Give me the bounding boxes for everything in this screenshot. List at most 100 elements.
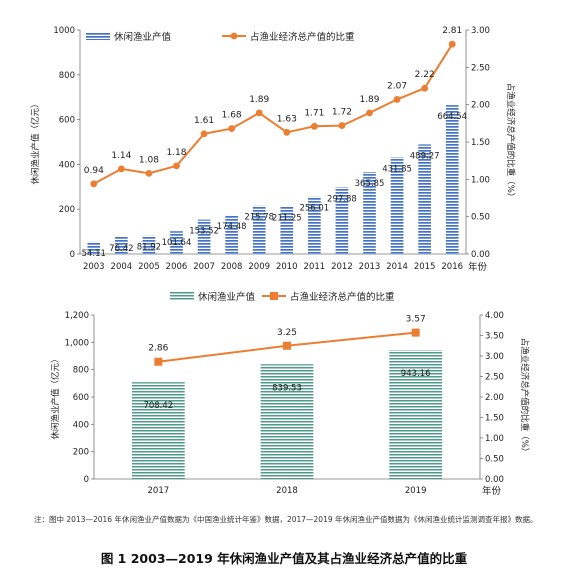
left-axis-tick-label: 800 (73, 366, 89, 376)
left-axis-tick-label: 0 (84, 475, 89, 485)
source-note: 注：图中 2013—2016 年休闲渔业产值数据为《中国渔业统计年鉴》数据，20… (34, 515, 538, 524)
left-axis-tick-label: 400 (73, 420, 89, 430)
ratio-value-label: 1.08 (139, 155, 159, 165)
bar-value-label: 839.53 (272, 383, 302, 393)
bar-value-label: 297.88 (327, 194, 357, 204)
bar-value-label: 81.92 (137, 243, 161, 253)
bar-value-label: 365.85 (355, 179, 385, 189)
y-axis-title-left: 休闲渔业产值（亿元） (30, 99, 41, 184)
x-tick-label: 2013 (359, 262, 381, 272)
x-tick-label: 2016 (441, 262, 463, 272)
ratio-marker (154, 357, 163, 366)
legend-line-marker (230, 32, 238, 40)
left-axis-tick-label: 600 (73, 393, 89, 403)
bar (445, 105, 459, 255)
bar (260, 364, 314, 479)
bar-value-label: 174.48 (217, 222, 247, 232)
ratio-value-label: 1.89 (249, 95, 269, 105)
x-axis-title: 年份 (482, 485, 502, 497)
bar-value-label: 76.42 (109, 244, 133, 254)
ratio-value-label: 1.72 (332, 108, 352, 118)
x-tick-label: 2019 (405, 486, 427, 496)
bar-value-label: 489.27 (410, 151, 440, 161)
right-axis-tick-label: 1.50 (471, 138, 490, 148)
bar (87, 241, 101, 254)
ratio-value-label: 3.25 (277, 328, 297, 338)
legend-line-label: 占渔业经济总产值的比重 (290, 291, 395, 303)
ratio-marker (338, 122, 346, 129)
ratio-value-label: 1.14 (111, 151, 131, 161)
legend-bar-swatch (170, 292, 194, 300)
chart-bottom: 0 200 400 600 800 1,000 1,200 0.00 0.50 1.00 1.50 2… (50, 291, 530, 497)
left-axis-tick-label: 800 (59, 71, 75, 81)
bar-value-label: 256.01 (299, 204, 329, 214)
ratio-marker (255, 109, 263, 117)
ratio-marker (393, 96, 401, 103)
x-tick-label: 2005 (138, 262, 160, 272)
x-tick-label: 2012 (331, 262, 353, 272)
bar (389, 350, 443, 479)
legend-bar-label: 休闲渔业产值 (114, 31, 172, 43)
left-axis-tick-label: 1000 (53, 26, 75, 36)
right-axis-tick-label: 1.00 (471, 175, 490, 185)
legend-bar-swatch (86, 32, 110, 40)
bar-value-label: 708.42 (143, 401, 173, 411)
ratio-value-label: 2.86 (148, 344, 168, 354)
bar-value-label: 431.85 (382, 164, 412, 174)
right-axis-tick-label: 2.50 (485, 373, 504, 383)
left-axis-tick-label: 400 (59, 160, 75, 170)
right-axis-tick-label: 0.00 (471, 250, 490, 260)
right-axis-tick-label: 2.50 (471, 63, 490, 73)
x-axis-title: 年份 (468, 261, 488, 273)
bar (280, 206, 294, 254)
ratio-line (93, 43, 454, 185)
legend-bar-label: 休闲渔业产值 (198, 291, 256, 303)
x-tick-label: 2008 (221, 262, 243, 272)
ratio-value-label: 1.68 (222, 111, 242, 121)
chart-top: 0 200 400 600 800 1000 0.00 0.50 1.00 1.50 2.00 2.5… (30, 26, 516, 273)
x-tick-label: 2004 (111, 262, 133, 272)
ratio-marker (117, 165, 125, 173)
bar-value-label: 943.16 (401, 369, 431, 379)
ratio-marker (283, 341, 291, 350)
ratio-marker (283, 128, 291, 136)
legend-line-label: 占渔业经济总产值的比重 (250, 31, 355, 43)
left-axis-tick-label: 200 (73, 448, 89, 458)
bar (225, 214, 238, 254)
bar (418, 144, 431, 254)
right-axis-tick-label: 0.50 (485, 455, 504, 465)
ratio-marker (90, 180, 98, 188)
bar (131, 382, 185, 479)
bar (308, 196, 321, 254)
left-axis-tick-label: 1,200 (65, 311, 89, 321)
ratio-marker (411, 328, 420, 337)
ratio-value-label: 0.94 (84, 166, 104, 176)
ratio-value-label: 1.63 (277, 114, 297, 124)
x-tick-label: 2018 (276, 486, 298, 496)
left-axis-tick-label: 1,000 (65, 338, 89, 348)
y-axis-title-right: 占渔业经济总产值的比重（%） (505, 83, 516, 202)
x-tick-label: 2010 (276, 262, 298, 272)
ratio-value-label: 1.18 (166, 148, 186, 158)
right-axis-tick-label: 2.00 (485, 393, 504, 403)
x-tick-label: 2003 (83, 262, 105, 272)
right-axis-tick-label: 3.50 (485, 332, 504, 342)
right-axis-tick-label: 1.00 (485, 434, 504, 444)
bar-value-label: 664.54 (437, 112, 467, 122)
x-tick-label: 2011 (304, 262, 326, 272)
bar (335, 187, 349, 254)
ratio-marker (200, 130, 208, 138)
ratio-marker (448, 40, 456, 48)
y-axis-title-left: 休闲渔业产值（亿元） (50, 354, 61, 439)
ratio-value-label: 2.81 (442, 26, 462, 36)
x-tick-label: 2007 (193, 262, 215, 272)
ratio-marker (145, 169, 153, 177)
bar (197, 219, 211, 254)
bar (170, 231, 183, 254)
left-axis-tick-label: 200 (59, 205, 75, 215)
x-tick-label: 2009 (248, 262, 270, 272)
right-axis-tick-label: 4.00 (485, 311, 504, 321)
bar (252, 205, 266, 254)
bar-value-label: 54.11 (82, 249, 106, 259)
bar-value-label: 153.52 (189, 227, 219, 237)
